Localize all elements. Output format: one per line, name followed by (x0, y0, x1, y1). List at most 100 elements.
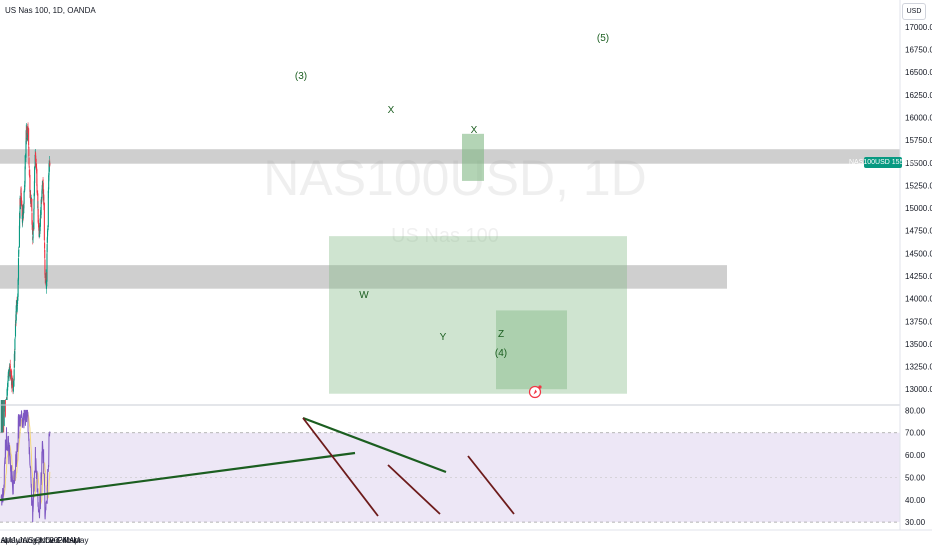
currency-button[interactable]: USD (902, 3, 926, 20)
candle[interactable] (19, 198, 21, 208)
watermark-sub: US Nas 100 (391, 225, 499, 247)
candle[interactable] (49, 159, 51, 168)
candle[interactable] (14, 337, 16, 354)
candle[interactable] (43, 189, 45, 211)
candle[interactable] (34, 165, 36, 187)
candle[interactable] (9, 363, 11, 377)
candle[interactable] (32, 222, 34, 244)
candle[interactable] (36, 189, 38, 196)
candle[interactable] (28, 144, 30, 158)
time-tick-label: Mar (0, 536, 8, 545)
time-tick-label: Apr (0, 536, 13, 545)
time-tick-label: Feb (57, 536, 71, 545)
price-tick-label: 14000.0 (905, 295, 932, 304)
wave-label-w: W (359, 290, 369, 301)
price-tick-label: 16500.0 (905, 68, 932, 77)
candle[interactable] (20, 193, 23, 207)
candle[interactable] (28, 127, 30, 148)
time-tick-label: Mar (63, 536, 77, 545)
time-tick-label: Aug (22, 536, 36, 545)
time-tick-label: May (73, 536, 88, 545)
candle[interactable] (38, 219, 40, 231)
wave-label-5: (5) (597, 33, 609, 44)
last-price-value: 15528.7 (891, 159, 918, 166)
price-tick-label: 14250.0 (905, 272, 932, 281)
zone-resistance[interactable] (0, 149, 900, 164)
wave-label-y: Y (440, 332, 447, 343)
rsi-trendline[interactable] (387, 464, 441, 515)
time-tick-label: Nov (40, 536, 54, 545)
time-tick-label: Jun (12, 536, 25, 545)
time-axis[interactable]: MarAprMayJunJulAugSepOctNovDec2024FebMar… (0, 536, 88, 545)
wave-label-4: (4) (495, 348, 507, 359)
zone-target-box[interactable] (329, 236, 627, 394)
price-tick-label: 16250.0 (905, 91, 932, 100)
last-price-tag: NAS100USD 15528.7 (849, 157, 917, 168)
candle[interactable] (24, 153, 26, 161)
candle[interactable] (11, 377, 13, 386)
flag-marker[interactable] (528, 385, 542, 399)
candle[interactable] (44, 273, 46, 284)
rsi-tick-label: 80.00 (905, 406, 926, 415)
candle[interactable] (18, 249, 20, 254)
price-tick-label: 14750.0 (905, 227, 932, 236)
candle[interactable] (23, 189, 25, 206)
rsi-trendline[interactable] (0, 451, 356, 502)
rsi-tick-label: 50.00 (905, 473, 926, 482)
candle[interactable] (6, 387, 8, 400)
candle[interactable] (13, 379, 15, 392)
candle[interactable] (28, 165, 30, 178)
candle[interactable] (27, 122, 29, 135)
candle[interactable] (48, 160, 50, 181)
candle[interactable] (39, 218, 41, 238)
zone-target-box[interactable] (496, 310, 567, 390)
candle[interactable] (43, 202, 45, 244)
rsi-axis[interactable]: 80.00 70.00 60.00 50.00 40.00 30.00 (905, 406, 926, 527)
candle[interactable] (41, 180, 44, 187)
price-tick-label: 16750.0 (905, 46, 932, 55)
candle[interactable] (7, 369, 9, 378)
price-axis[interactable]: 17000.0 16750.0 16500.0 16250.0 16000.0 15750… (905, 23, 932, 394)
candle[interactable] (10, 369, 12, 376)
wave-label-z: Z (498, 329, 504, 340)
candle[interactable] (31, 207, 33, 230)
last-price-label: NAS100USD (848, 159, 890, 166)
candle[interactable] (22, 204, 24, 213)
candle[interactable] (17, 293, 19, 305)
zone-support[interactable] (0, 265, 727, 289)
time-tick-label: 2024 (49, 536, 67, 545)
candle[interactable] (35, 163, 37, 167)
rsi-trendline[interactable] (302, 417, 379, 517)
price-tick-label: 13750.0 (905, 317, 932, 326)
wave-label-x2: X (471, 125, 478, 136)
candle[interactable] (45, 279, 47, 294)
price-tick-label: 16000.0 (905, 114, 932, 123)
rsi-trendline[interactable] (467, 455, 515, 515)
chart-title: US Nas 100, 1D, OANDA (5, 6, 96, 15)
time-tick-label: Apr (69, 536, 82, 545)
price-tick-label: 14500.0 (905, 249, 932, 258)
rsi-layer (0, 409, 900, 523)
candle[interactable] (40, 196, 42, 219)
zone-highlight[interactable] (462, 133, 484, 181)
price-tick-label: 13250.0 (905, 363, 932, 372)
candle[interactable] (30, 190, 32, 207)
time-tick-label: Jul (19, 536, 29, 545)
price-tick-label: 13500.0 (905, 340, 932, 349)
wave-label-3: (3) (295, 71, 307, 82)
candle[interactable] (15, 299, 17, 324)
candle[interactable] (26, 126, 28, 139)
candle[interactable] (44, 243, 46, 260)
time-tick-label: Oct (35, 536, 48, 545)
candle[interactable] (12, 387, 14, 394)
price-tick-label: 17000.0 (905, 23, 932, 32)
rsi-trendline[interactable] (302, 416, 447, 474)
time-tick-label: Dec (45, 536, 59, 545)
rsi-tick-label: 70.00 (905, 429, 926, 438)
price-tick-label: 13000.0 (905, 385, 932, 394)
wave-label-x1: X (388, 105, 395, 116)
candle[interactable] (32, 226, 34, 231)
price-tick-label: 15250.0 (905, 181, 932, 190)
candle[interactable] (47, 228, 49, 236)
